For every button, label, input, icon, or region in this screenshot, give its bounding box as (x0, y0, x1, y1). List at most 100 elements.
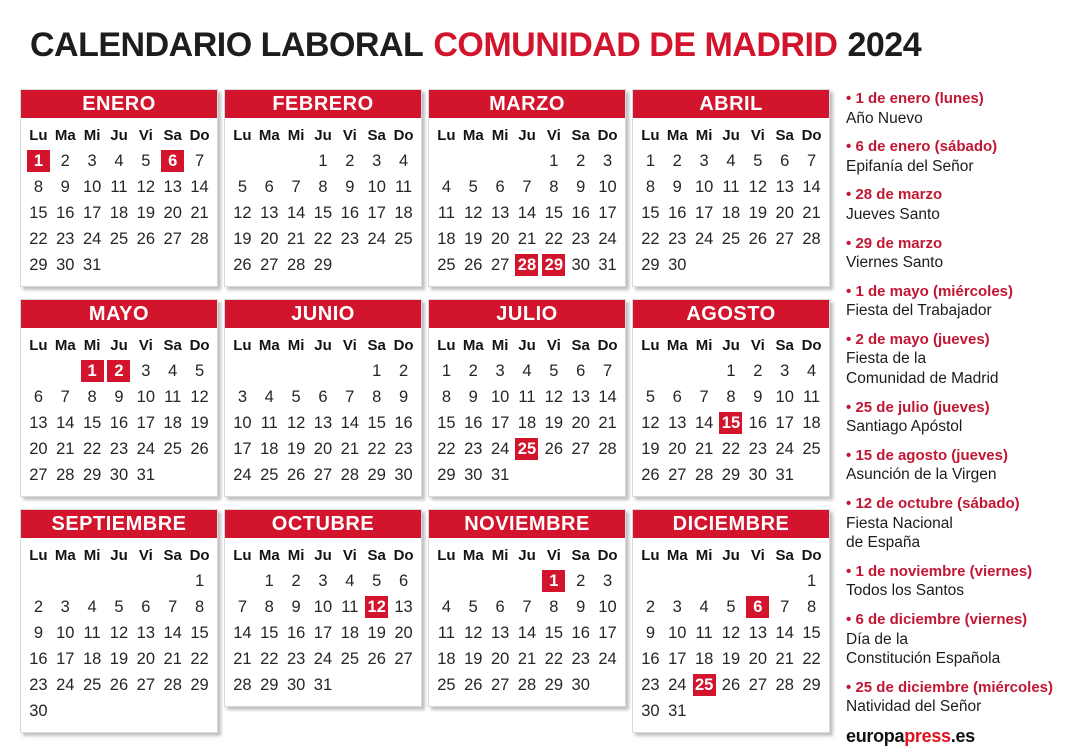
day-number: 9 (114, 388, 124, 406)
day-cell: 27 (744, 672, 771, 698)
day-number: 5 (141, 152, 151, 170)
day-number: 7 (237, 598, 248, 616)
day-number: 8 (549, 598, 559, 616)
weekday-header: Lu (641, 337, 660, 354)
day-number: 16 (340, 204, 360, 222)
day-cell: 27 (310, 462, 337, 488)
day-cell: 12 (637, 410, 664, 436)
day-cell: 29 (25, 252, 52, 278)
day-cell: 8 (25, 174, 52, 200)
day-number: 9 (33, 624, 44, 642)
day-number: 3 (780, 362, 790, 380)
bullet-icon: • (846, 330, 852, 348)
day-cell: 29 (79, 462, 106, 488)
bullet-icon: • (846, 495, 852, 513)
day-number: 5 (237, 178, 248, 196)
day-cell: 27 (771, 226, 798, 252)
day-cell: 26 (363, 646, 390, 672)
day-number: 17 (56, 650, 75, 668)
day-cell: 21 (283, 226, 310, 252)
day-number: 14 (517, 624, 537, 642)
day-number: 16 (394, 414, 413, 432)
day-cell: 3 (691, 148, 718, 174)
day-cell: 30 (460, 462, 487, 488)
day-cell (229, 148, 256, 174)
day-cell (433, 148, 460, 174)
month-day-grid: Lu Ma Mi Ju Vi Sa Do 1 2 3 4 5 6 7 8 9 10 11 12 13 14 15 16 17 1… (225, 538, 421, 706)
day-cell: 2 (106, 358, 133, 384)
day-number: 4 (441, 178, 452, 196)
day-number: 13 (490, 624, 510, 642)
day-cell: 26 (229, 252, 256, 278)
day-number: 24 (313, 650, 333, 668)
day-number: 12 (233, 204, 252, 222)
month-title: MAYO (21, 300, 217, 328)
day-cell: 13 (159, 174, 186, 200)
day-number: 25 (721, 230, 741, 248)
day-cell: 25 (433, 252, 460, 278)
bullet-icon: • (846, 186, 852, 204)
day-number: 10 (775, 388, 794, 406)
day-cell: 4 (514, 358, 541, 384)
month-panel-noviembre: NOVIEMBRE Lu Ma Mi Ju Vi Sa Do 1 2 3 4 5 6 7 8 9 10 11 12 13… (428, 509, 626, 707)
month-day-grid: Lu Ma Mi Ju Vi Sa Do 1 2 3 4 5 6 7 8 9 10 11 12 13 14 15 16 17 1… (633, 328, 829, 496)
day-cell: 12 (363, 594, 390, 620)
day-number: 10 (694, 178, 714, 196)
month-title: ENERO (21, 90, 217, 118)
day-cell: 18 (433, 226, 460, 252)
day-cell: 23 (567, 226, 594, 252)
day-number: 23 (641, 676, 660, 694)
day-cell (159, 568, 186, 594)
day-number: 2 (576, 572, 586, 590)
day-cell: 3 (132, 358, 159, 384)
day-cell: 2 (283, 568, 310, 594)
day-cell: 9 (567, 594, 594, 620)
day-cell: 25 (79, 672, 106, 698)
day-cell: 19 (460, 226, 487, 252)
day-number: 4 (264, 388, 274, 406)
day-number: 7 (522, 178, 532, 196)
weekday-header: Ma (258, 337, 280, 354)
day-cell (229, 568, 256, 594)
day-cell: 5 (186, 358, 213, 384)
holiday-date: • 6 de diciembre (viernes) (846, 610, 1055, 630)
day-cell: 20 (487, 646, 514, 672)
day-cell: 4 (433, 174, 460, 200)
day-cell: 17 (229, 436, 256, 462)
day-number: 23 (394, 440, 413, 458)
weekday-header: Lu (437, 547, 456, 564)
day-cell (664, 358, 691, 384)
day-number: 28 (233, 676, 252, 694)
day-cell: 22 (363, 436, 390, 462)
day-cell: 15 (637, 200, 664, 226)
weekday-header: Mi (491, 547, 509, 564)
day-cell: 3 (52, 594, 79, 620)
day-cell: 20 (256, 226, 283, 252)
day-number: 29 (437, 466, 456, 484)
weekday-header: Lu (29, 337, 48, 354)
day-cell: 20 (567, 410, 594, 436)
holiday-name: Fiesta Nacional (846, 514, 953, 532)
day-cell: 9 (460, 384, 487, 410)
weekday-header: Lu (437, 127, 456, 144)
day-number: 16 (571, 204, 590, 222)
day-cell: 8 (433, 384, 460, 410)
weekday-header: Lu (233, 337, 252, 354)
day-cell: 7 (336, 384, 363, 410)
holiday-list-item: • 1 de noviembre (viernes) Todos los Sant… (846, 562, 1055, 601)
day-cell: 22 (310, 226, 337, 252)
holiday-date-text: 15 de agosto (jueves) (855, 446, 1008, 464)
day-number: 5 (291, 388, 301, 406)
day-cell: 12 (460, 620, 487, 646)
day-number: 26 (464, 676, 483, 694)
day-cell: 19 (744, 200, 771, 226)
day-number: 18 (437, 230, 456, 248)
day-cell: 4 (691, 594, 718, 620)
weekday-header: Ma (54, 127, 76, 144)
holiday-name: de España (846, 534, 921, 552)
day-cell: 23 (336, 226, 363, 252)
day-cell: 8 (363, 384, 390, 410)
holiday-name: Constitución Española (846, 650, 1001, 668)
day-cell: 19 (132, 200, 159, 226)
holiday-day-number: 25 (515, 438, 539, 460)
